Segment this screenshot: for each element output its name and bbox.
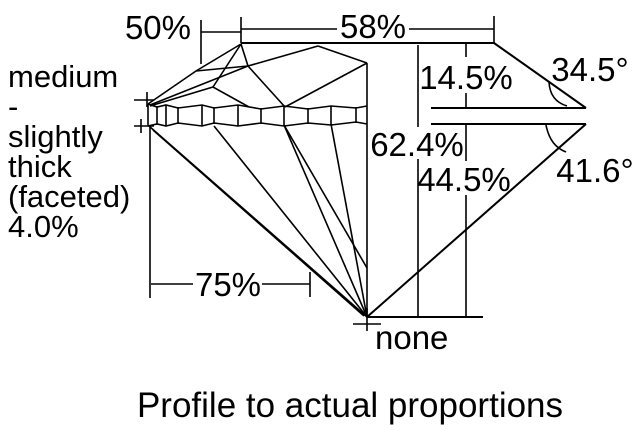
profile-outline-right xyxy=(241,42,587,318)
girdle-description-line: - xyxy=(8,89,18,124)
girdle-description-line: thick xyxy=(8,149,72,184)
girdle-description-line: slightly xyxy=(8,119,103,154)
girdle-band xyxy=(147,103,368,127)
label-crown-height: 14.5% xyxy=(419,59,513,96)
label-table-size: 58% xyxy=(340,8,406,45)
label-lower-half-length: 75% xyxy=(195,266,261,303)
pavilion-facet-lines xyxy=(148,123,368,318)
angle-arcs xyxy=(545,81,568,153)
girdle-description-line: 4.0% xyxy=(8,209,79,244)
girdle-description-line: (faceted) xyxy=(8,179,130,214)
measurement-lines xyxy=(149,16,495,331)
label-crown-angle: 34.5° xyxy=(551,51,628,88)
crown-facet-lines xyxy=(147,43,368,317)
label-pavilion-angle: 41.6° xyxy=(556,152,633,189)
girdle-thickness-ticks xyxy=(134,92,154,133)
label-pavilion-depth: 44.5% xyxy=(417,161,511,198)
label-star-length: 50% xyxy=(125,9,191,46)
girdle-description-line: medium xyxy=(8,59,118,94)
diagram-caption: Profile to actual proportions xyxy=(137,386,563,425)
girdle-description: medium - slightly thick (faceted) 4.0% xyxy=(8,59,130,244)
label-total-depth: 62.4% xyxy=(370,126,464,163)
label-culet: none xyxy=(375,319,448,356)
